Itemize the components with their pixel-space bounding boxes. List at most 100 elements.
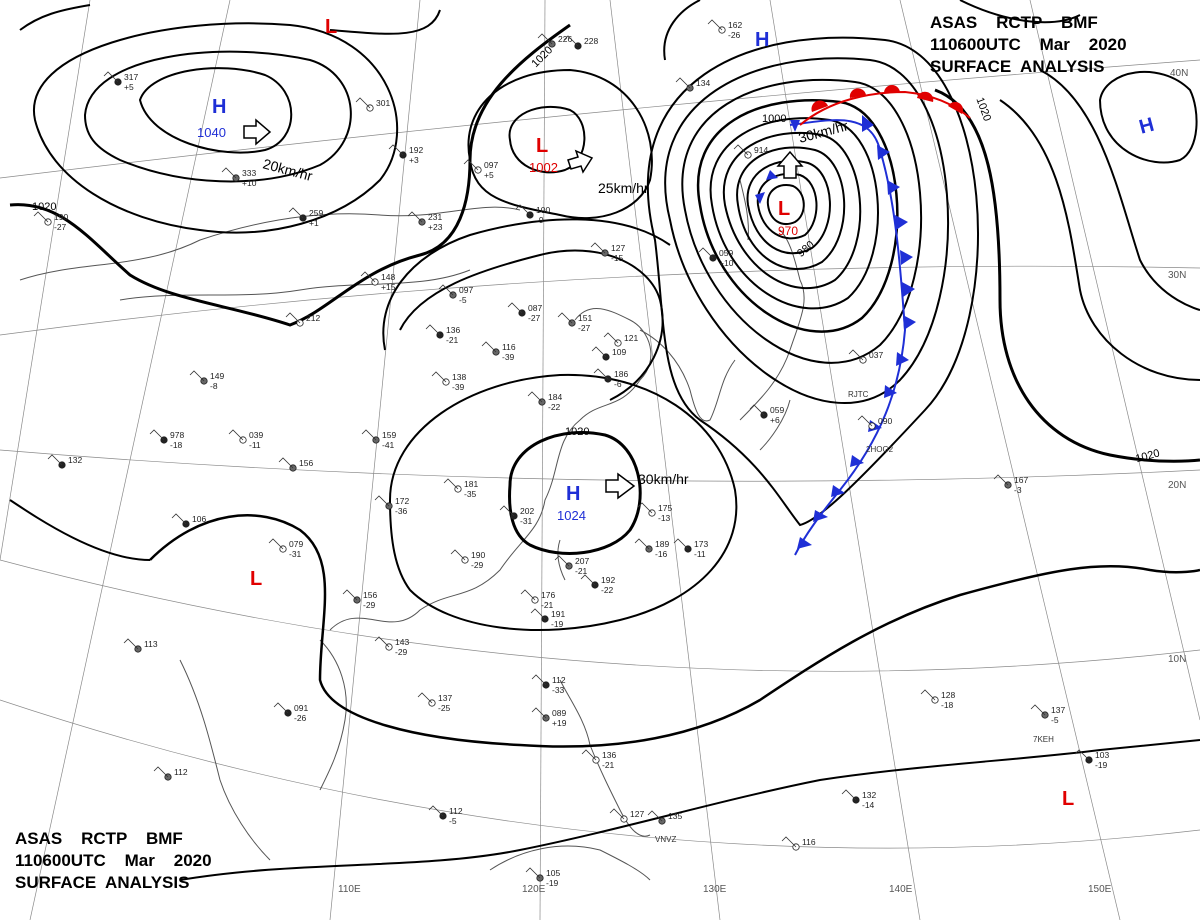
station-plot: 167-3 bbox=[993, 474, 1028, 495]
isobar-label: 1000 bbox=[762, 113, 786, 125]
wind-barb bbox=[268, 538, 284, 550]
motion-speed-label: 30km/hr bbox=[638, 471, 689, 487]
station-pressure: 212 bbox=[306, 313, 320, 323]
cold-front-triangle bbox=[902, 282, 915, 297]
low-center-pacific-letter: L bbox=[1062, 788, 1074, 810]
motion-speed-label: 25km/hr bbox=[598, 180, 649, 196]
station-plot: 228 bbox=[563, 35, 598, 50]
station-plot: 301 bbox=[355, 97, 390, 112]
station-plot: 259+1 bbox=[288, 207, 323, 228]
station-plot: 059+10 bbox=[698, 247, 734, 268]
wind-barb bbox=[609, 808, 625, 820]
cold-front-triangle bbox=[766, 170, 778, 180]
station-pressure: 148 bbox=[381, 272, 395, 282]
cold-front-triangle bbox=[895, 215, 908, 230]
station-plot: 212 bbox=[285, 312, 320, 327]
station-tendency: -3 bbox=[1014, 485, 1022, 495]
station-pressure: 112 bbox=[552, 675, 566, 685]
station-plot: 106 bbox=[171, 513, 206, 528]
station-code: RJTC bbox=[848, 390, 869, 399]
station-pressure: 105 bbox=[546, 868, 560, 878]
coastline-china bbox=[329, 307, 652, 631]
wind-barb bbox=[123, 638, 139, 650]
station-tendency: -8 bbox=[210, 381, 218, 391]
wind-barb bbox=[278, 457, 294, 469]
station-plot: 090 bbox=[857, 415, 892, 430]
wind-barb bbox=[285, 312, 301, 324]
high-center-pacific-letter: H bbox=[1137, 114, 1157, 139]
station-plot: 087-27 bbox=[507, 302, 542, 323]
warm-front-semicircle bbox=[849, 88, 866, 98]
station-plot: 156-29 bbox=[342, 589, 377, 610]
station-plot: 127 bbox=[609, 808, 644, 823]
station-plot: 978-18 bbox=[149, 429, 184, 450]
wind-barb bbox=[531, 707, 547, 719]
header-line-3: SURFACE ANALYSIS bbox=[930, 57, 1105, 76]
station-plot: 109 bbox=[591, 346, 626, 361]
coastline-philippines bbox=[559, 679, 651, 837]
wind-barb bbox=[189, 370, 205, 382]
station-pressure: 132 bbox=[68, 455, 82, 465]
station-plot: 207-21 bbox=[554, 555, 589, 576]
station-plot: 112-5 bbox=[428, 805, 463, 826]
station-plot: 079-31 bbox=[268, 538, 303, 559]
wind-barb bbox=[463, 159, 479, 171]
station-plot: 136-21 bbox=[581, 749, 616, 770]
lon-label-130e: 130E bbox=[703, 884, 727, 895]
longitude-line-160e bbox=[1029, 0, 1200, 721]
station-pressure: 113 bbox=[144, 639, 158, 649]
cold-front-triangle bbox=[903, 315, 916, 330]
longitude-line-120e bbox=[539, 0, 546, 920]
wind-barb bbox=[450, 549, 466, 561]
station-tendency: +5 bbox=[124, 82, 134, 92]
high-center-east-china-value: 1024 bbox=[557, 508, 586, 523]
station-plot: 148+15 bbox=[360, 271, 396, 292]
station-plot: 039-11 bbox=[228, 429, 263, 450]
warm-front-semicircle bbox=[811, 100, 828, 112]
cold-front-triangle bbox=[877, 145, 890, 160]
station-tendency: -21 bbox=[575, 566, 588, 576]
isobar-east-china-ring bbox=[388, 373, 738, 631]
station-plot: 202-31 bbox=[499, 505, 534, 526]
station-tendency: -36 bbox=[395, 506, 408, 516]
station-tendency: +10 bbox=[719, 258, 734, 268]
wind-barb bbox=[515, 204, 531, 216]
grid-labels: 40N 30N 20N 10N 110E 120E 130E 140E 150E bbox=[338, 68, 1188, 895]
station-code: 2HOG2 bbox=[866, 445, 894, 454]
station-tendency: -6 bbox=[614, 379, 622, 389]
isobar-north-east-arc bbox=[959, 0, 1081, 24]
lon-label-120e: 120E bbox=[522, 884, 546, 895]
wind-barb bbox=[288, 207, 304, 219]
station-pressure: 231 bbox=[428, 212, 442, 222]
wind-barb bbox=[580, 574, 596, 586]
station-plot: 333+10 bbox=[221, 167, 257, 188]
isobar-japan-outer bbox=[646, 36, 979, 527]
wind-barb bbox=[993, 474, 1009, 486]
wind-barb bbox=[531, 674, 547, 686]
station-plot: 091-26 bbox=[273, 702, 308, 723]
station-pressure: 189 bbox=[655, 539, 669, 549]
wind-barb bbox=[591, 346, 607, 358]
station-plot: 112 bbox=[153, 766, 188, 781]
station-pressure: 914 bbox=[754, 145, 768, 155]
coastline-taiwan bbox=[557, 539, 566, 581]
station-tendency: -16 bbox=[655, 549, 668, 559]
wind-barb bbox=[563, 35, 579, 47]
wind-barb bbox=[527, 391, 543, 403]
wind-barb bbox=[153, 766, 169, 778]
station-plot: 137-5 bbox=[1030, 704, 1065, 725]
station-plot: 132 bbox=[47, 454, 82, 469]
wind-barb bbox=[149, 429, 165, 441]
station-pressure: 089 bbox=[552, 708, 566, 718]
wind-barb bbox=[360, 271, 376, 283]
cold-front-triangle bbox=[887, 180, 900, 195]
station-tendency: -9 bbox=[536, 215, 544, 225]
wind-barb bbox=[707, 19, 723, 31]
station-pressure: 184 bbox=[548, 392, 562, 402]
wind-barb bbox=[841, 789, 857, 801]
border-china-north bbox=[19, 206, 521, 281]
station-tendency: -31 bbox=[289, 549, 302, 559]
station-pressure: 190 bbox=[54, 212, 68, 222]
wind-barb bbox=[781, 836, 797, 848]
station-plot: 128-18 bbox=[920, 689, 955, 710]
